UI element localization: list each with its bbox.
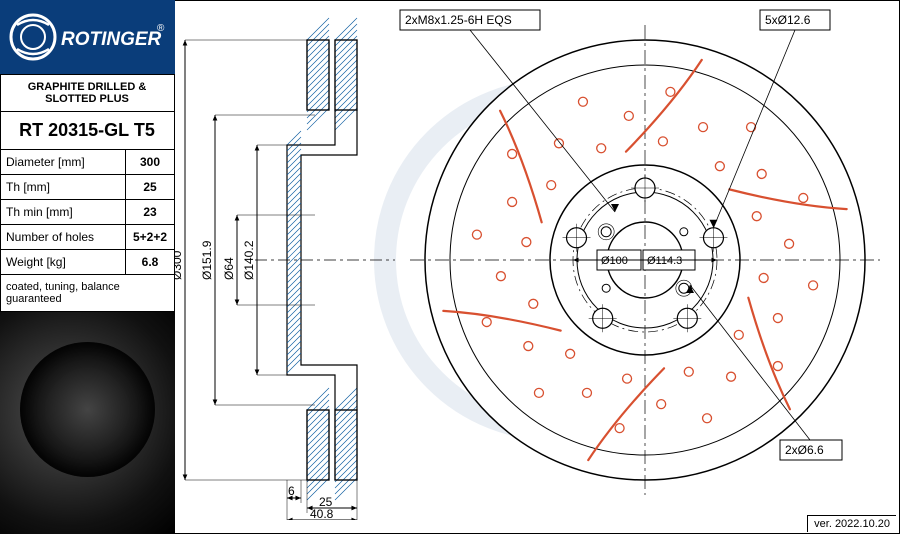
spec-label: Th min [mm] [0,200,126,224]
svg-text:ROTINGER: ROTINGER [61,29,162,50]
spec-row: Weight [kg]6.8 [0,250,174,275]
spec-value: 23 [126,200,174,224]
spec-row: Diameter [mm]300 [0,150,174,175]
svg-text:6: 6 [288,484,295,498]
svg-text:Ø151.9: Ø151.9 [200,240,214,280]
svg-text:Ø64: Ø64 [222,257,236,280]
svg-text:2xM8x1.25-6H EQS: 2xM8x1.25-6H EQS [405,13,512,27]
svg-text:5xØ12.6: 5xØ12.6 [765,13,811,27]
spec-label: Th [mm] [0,175,126,199]
svg-text:2xØ6.6: 2xØ6.6 [785,443,824,457]
part-number: RT 20315-GL T5 [0,112,174,150]
spec-value: 5+2+2 [126,225,174,249]
technical-drawing: ROTINGERØ300Ø151.9Ø64Ø140.262540.82xM8x1… [175,0,900,520]
brand-logo: ROTINGER ® [0,0,175,75]
spec-label: Weight [kg] [0,250,126,274]
spec-row: Th min [mm]23 [0,200,174,225]
product-title: GRAPHITE DRILLED & SLOTTED PLUS [0,75,174,112]
spec-label: Diameter [mm] [0,150,126,174]
spec-value: 300 [126,150,174,174]
svg-text:Ø300: Ø300 [175,250,184,280]
svg-text:®: ® [157,23,165,34]
svg-text:Ø140.2: Ø140.2 [242,240,256,280]
product-photo [0,312,175,534]
svg-text:Ø114.3: Ø114.3 [647,255,682,267]
version-label: ver. 2022.10.20 [807,515,896,532]
spec-value: 25 [126,175,174,199]
spec-value: 6.8 [126,250,174,274]
product-notes: coated, tuning, balance guaranteed [0,275,174,312]
spec-row: Number of holes5+2+2 [0,225,174,250]
svg-text:Ø100: Ø100 [601,255,628,267]
spec-label: Number of holes [0,225,126,249]
svg-text:40.8: 40.8 [310,507,334,520]
spec-row: Th [mm]25 [0,175,174,200]
